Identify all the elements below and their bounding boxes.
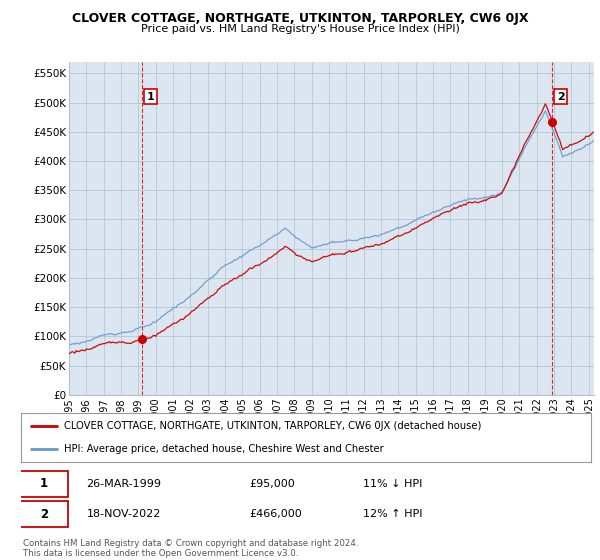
Text: 12% ↑ HPI: 12% ↑ HPI <box>363 509 422 519</box>
FancyBboxPatch shape <box>20 501 68 527</box>
Text: 11% ↓ HPI: 11% ↓ HPI <box>363 479 422 489</box>
Text: 1: 1 <box>40 477 48 491</box>
Text: Price paid vs. HM Land Registry's House Price Index (HPI): Price paid vs. HM Land Registry's House … <box>140 24 460 34</box>
Text: 1: 1 <box>147 92 155 102</box>
Text: CLOVER COTTAGE, NORTHGATE, UTKINTON, TARPORLEY, CW6 0JX (detached house): CLOVER COTTAGE, NORTHGATE, UTKINTON, TAR… <box>64 421 481 431</box>
Text: 26-MAR-1999: 26-MAR-1999 <box>86 479 161 489</box>
Text: £95,000: £95,000 <box>249 479 295 489</box>
Text: CLOVER COTTAGE, NORTHGATE, UTKINTON, TARPORLEY, CW6 0JX: CLOVER COTTAGE, NORTHGATE, UTKINTON, TAR… <box>72 12 528 25</box>
FancyBboxPatch shape <box>20 471 68 497</box>
Text: 18-NOV-2022: 18-NOV-2022 <box>86 509 161 519</box>
Text: HPI: Average price, detached house, Cheshire West and Chester: HPI: Average price, detached house, Ches… <box>64 444 383 454</box>
Text: 2: 2 <box>557 92 565 102</box>
Text: 2: 2 <box>40 508 48 521</box>
Text: Contains HM Land Registry data © Crown copyright and database right 2024.: Contains HM Land Registry data © Crown c… <box>23 539 358 548</box>
Text: This data is licensed under the Open Government Licence v3.0.: This data is licensed under the Open Gov… <box>23 549 298 558</box>
Text: £466,000: £466,000 <box>249 509 302 519</box>
